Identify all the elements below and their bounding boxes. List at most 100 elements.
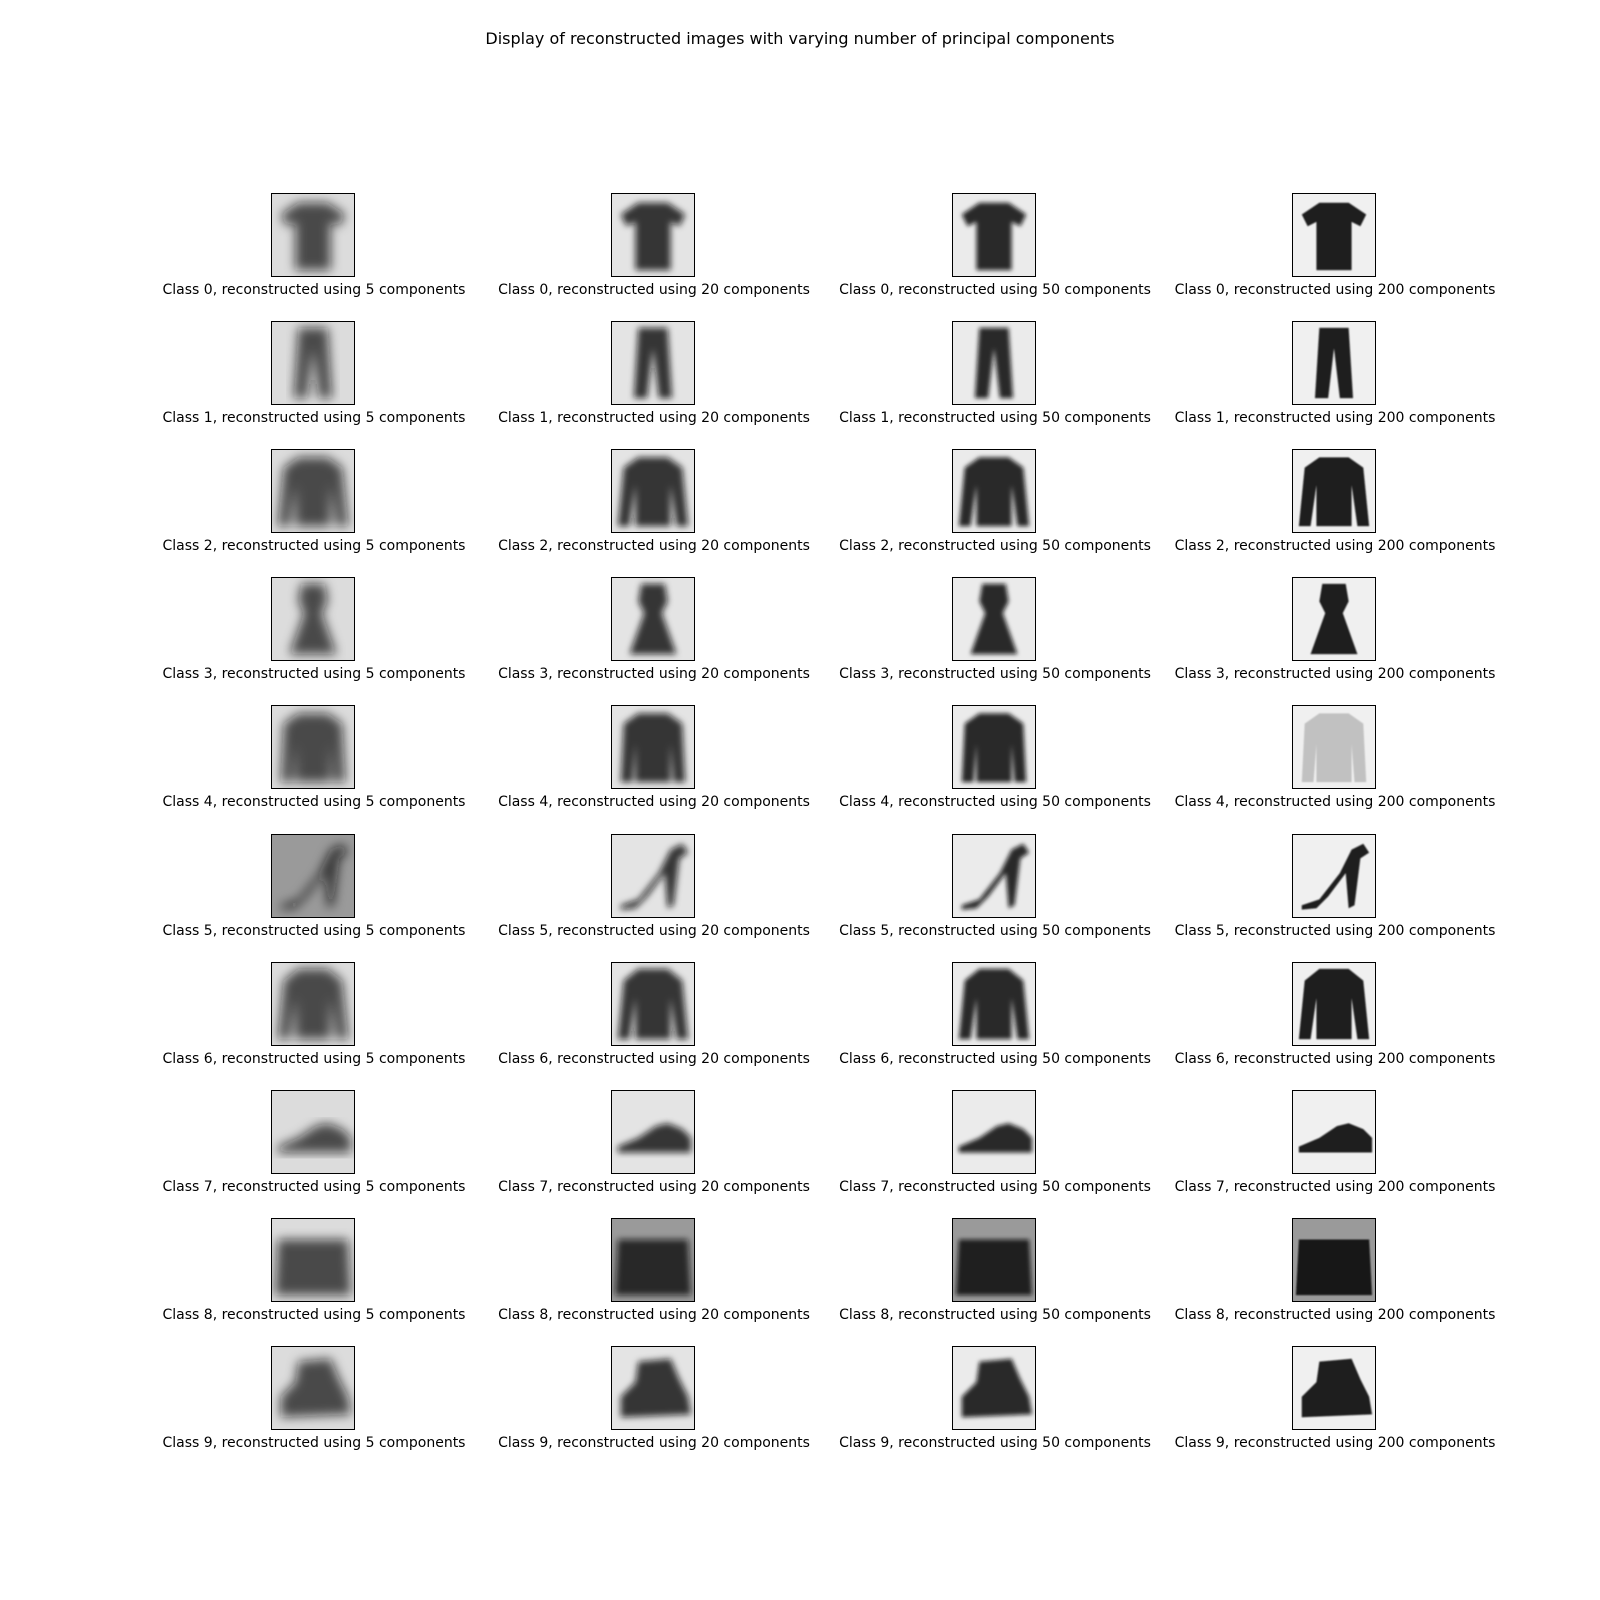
grid-cell: Class 4, reconstructed using 20 componen… xyxy=(484,705,824,817)
grid-cell: Class 9, reconstructed using 200 compone… xyxy=(1165,1346,1505,1458)
grid-cell: Class 7, reconstructed using 5 component… xyxy=(144,1090,484,1202)
image-caption: Class 9, reconstructed using 20 componen… xyxy=(498,1435,810,1451)
grid-cell: Class 7, reconstructed using 200 compone… xyxy=(1165,1090,1505,1202)
reconstructed-image-coat xyxy=(271,705,355,789)
grid-cell: Class 7, reconstructed using 20 componen… xyxy=(484,1090,824,1202)
reconstructed-image-t-shirt xyxy=(952,193,1036,277)
grid-cell: Class 2, reconstructed using 5 component… xyxy=(144,449,484,561)
reconstructed-image-bag xyxy=(1292,1218,1376,1302)
grid-cell: Class 8, reconstructed using 200 compone… xyxy=(1165,1218,1505,1330)
reconstructed-image-trouser xyxy=(271,321,355,405)
image-caption: Class 3, reconstructed using 200 compone… xyxy=(1174,666,1496,682)
grid-cell: Class 3, reconstructed using 20 componen… xyxy=(484,577,824,689)
grid-cell: Class 5, reconstructed using 200 compone… xyxy=(1165,834,1505,946)
image-caption: Class 0, reconstructed using 50 componen… xyxy=(839,282,1151,298)
grid-cell: Class 2, reconstructed using 50 componen… xyxy=(825,449,1165,561)
figure-title: Display of reconstructed images with var… xyxy=(485,29,1115,48)
image-caption: Class 1, reconstructed using 200 compone… xyxy=(1174,410,1496,426)
reconstructed-image-trouser xyxy=(1292,321,1376,405)
reconstructed-image-pullover xyxy=(952,449,1036,533)
image-caption: Class 5, reconstructed using 50 componen… xyxy=(839,923,1151,939)
image-caption: Class 3, reconstructed using 50 componen… xyxy=(839,666,1151,682)
reconstructed-image-ankle-boot xyxy=(952,1346,1036,1430)
reconstructed-image-t-shirt xyxy=(271,193,355,277)
grid-cell: Class 9, reconstructed using 50 componen… xyxy=(825,1346,1165,1458)
image-caption: Class 2, reconstructed using 50 componen… xyxy=(839,538,1151,554)
grid-cell: Class 6, reconstructed using 50 componen… xyxy=(825,962,1165,1074)
reconstructed-image-shirt xyxy=(611,962,695,1046)
grid-cell: Class 3, reconstructed using 5 component… xyxy=(144,577,484,689)
grid-cell: Class 1, reconstructed using 20 componen… xyxy=(484,321,824,433)
reconstructed-image-sandal xyxy=(271,834,355,918)
grid-cell: Class 2, reconstructed using 20 componen… xyxy=(484,449,824,561)
reconstructed-image-coat xyxy=(952,705,1036,789)
reconstructed-image-dress xyxy=(271,577,355,661)
grid-cell: Class 0, reconstructed using 50 componen… xyxy=(825,193,1165,305)
image-caption: Class 4, reconstructed using 20 componen… xyxy=(498,794,810,810)
reconstructed-image-sandal xyxy=(611,834,695,918)
grid-cell: Class 5, reconstructed using 5 component… xyxy=(144,834,484,946)
reconstructed-image-dress xyxy=(611,577,695,661)
reconstructed-image-ankle-boot xyxy=(1292,1346,1376,1430)
reconstructed-image-coat xyxy=(1292,705,1376,789)
grid-cell: Class 6, reconstructed using 20 componen… xyxy=(484,962,824,1074)
reconstructed-image-sneaker xyxy=(952,1090,1036,1174)
reconstructed-image-shirt xyxy=(271,962,355,1046)
image-caption: Class 7, reconstructed using 50 componen… xyxy=(839,1179,1151,1195)
reconstructed-image-sneaker xyxy=(1292,1090,1376,1174)
reconstructed-image-bag xyxy=(271,1218,355,1302)
reconstructed-image-sneaker xyxy=(271,1090,355,1174)
image-caption: Class 6, reconstructed using 5 component… xyxy=(162,1051,466,1067)
image-caption: Class 7, reconstructed using 5 component… xyxy=(162,1179,466,1195)
image-caption: Class 1, reconstructed using 50 componen… xyxy=(839,410,1151,426)
reconstructed-image-trouser xyxy=(952,321,1036,405)
reconstructed-image-sandal xyxy=(1292,834,1376,918)
image-caption: Class 7, reconstructed using 200 compone… xyxy=(1174,1179,1496,1195)
reconstructed-image-bag xyxy=(952,1218,1036,1302)
grid-cell: Class 0, reconstructed using 5 component… xyxy=(144,193,484,305)
grid-cell: Class 9, reconstructed using 5 component… xyxy=(144,1346,484,1458)
image-caption: Class 1, reconstructed using 5 component… xyxy=(162,410,466,426)
grid-cell: Class 9, reconstructed using 20 componen… xyxy=(484,1346,824,1458)
image-caption: Class 5, reconstructed using 200 compone… xyxy=(1174,923,1496,939)
reconstructed-image-ankle-boot xyxy=(611,1346,695,1430)
image-caption: Class 2, reconstructed using 5 component… xyxy=(162,538,466,554)
image-caption: Class 1, reconstructed using 20 componen… xyxy=(498,410,810,426)
grid-cell: Class 1, reconstructed using 50 componen… xyxy=(825,321,1165,433)
reconstructed-image-pullover xyxy=(271,449,355,533)
image-caption: Class 6, reconstructed using 200 compone… xyxy=(1174,1051,1496,1067)
image-caption: Class 0, reconstructed using 20 componen… xyxy=(498,282,810,298)
grid-cell: Class 2, reconstructed using 200 compone… xyxy=(1165,449,1505,561)
image-caption: Class 3, reconstructed using 20 componen… xyxy=(498,666,810,682)
reconstructed-image-ankle-boot xyxy=(271,1346,355,1430)
grid-cell: Class 5, reconstructed using 20 componen… xyxy=(484,834,824,946)
image-caption: Class 0, reconstructed using 5 component… xyxy=(162,282,466,298)
image-caption: Class 8, reconstructed using 50 componen… xyxy=(839,1307,1151,1323)
grid-cell: Class 0, reconstructed using 20 componen… xyxy=(484,193,824,305)
image-caption: Class 8, reconstructed using 20 componen… xyxy=(498,1307,810,1323)
grid-cell: Class 8, reconstructed using 5 component… xyxy=(144,1218,484,1330)
reconstructed-image-sandal xyxy=(952,834,1036,918)
grid-cell: Class 3, reconstructed using 50 componen… xyxy=(825,577,1165,689)
grid-cell: Class 8, reconstructed using 50 componen… xyxy=(825,1218,1165,1330)
grid-cell: Class 4, reconstructed using 50 componen… xyxy=(825,705,1165,817)
grid-cell: Class 4, reconstructed using 5 component… xyxy=(144,705,484,817)
grid-cell: Class 6, reconstructed using 5 component… xyxy=(144,962,484,1074)
image-caption: Class 7, reconstructed using 20 componen… xyxy=(498,1179,810,1195)
image-caption: Class 5, reconstructed using 20 componen… xyxy=(498,923,810,939)
grid-cell: Class 5, reconstructed using 50 componen… xyxy=(825,834,1165,946)
image-caption: Class 8, reconstructed using 5 component… xyxy=(162,1307,466,1323)
image-caption: Class 0, reconstructed using 200 compone… xyxy=(1174,282,1496,298)
reconstructed-image-bag xyxy=(611,1218,695,1302)
image-caption: Class 9, reconstructed using 50 componen… xyxy=(839,1435,1151,1451)
image-caption: Class 5, reconstructed using 5 component… xyxy=(162,923,466,939)
grid-cell: Class 0, reconstructed using 200 compone… xyxy=(1165,193,1505,305)
image-caption: Class 6, reconstructed using 50 componen… xyxy=(839,1051,1151,1067)
grid-cell: Class 4, reconstructed using 200 compone… xyxy=(1165,705,1505,817)
grid-cell: Class 1, reconstructed using 200 compone… xyxy=(1165,321,1505,433)
grid-cell: Class 3, reconstructed using 200 compone… xyxy=(1165,577,1505,689)
image-caption: Class 8, reconstructed using 200 compone… xyxy=(1174,1307,1496,1323)
reconstructed-image-trouser xyxy=(611,321,695,405)
grid-cell: Class 1, reconstructed using 5 component… xyxy=(144,321,484,433)
